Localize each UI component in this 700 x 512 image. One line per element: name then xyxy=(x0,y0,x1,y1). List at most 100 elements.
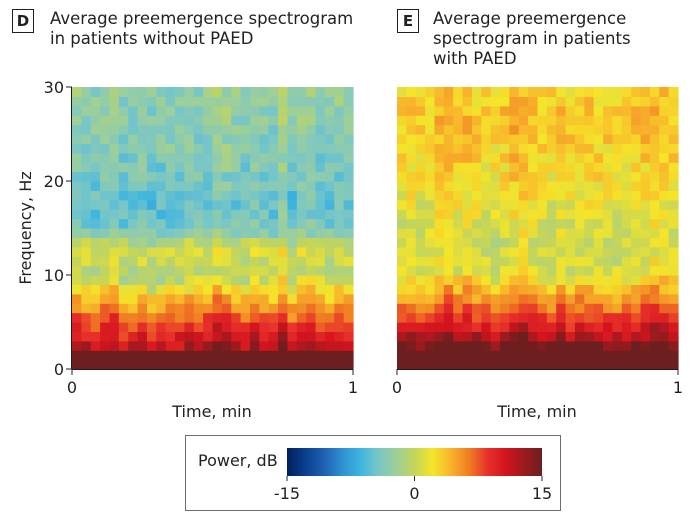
heatmap-cell xyxy=(90,275,101,285)
heatmap-cell xyxy=(668,265,679,276)
heatmap-cell xyxy=(546,228,557,238)
heatmap-cell xyxy=(481,303,492,314)
heatmap-cell xyxy=(490,209,501,220)
heatmap-cell xyxy=(631,340,642,351)
heatmap-cell xyxy=(90,152,101,163)
heatmap-cell xyxy=(481,105,492,116)
heatmap-cell xyxy=(490,350,501,361)
heatmap-cell xyxy=(434,87,445,97)
heatmap-cell xyxy=(509,237,520,248)
heatmap-cell xyxy=(415,190,426,201)
heatmap-cell xyxy=(612,152,623,163)
heatmap-cell xyxy=(193,293,204,304)
heatmap-cell xyxy=(334,171,345,182)
heatmap-cell xyxy=(668,359,679,370)
heatmap-cell xyxy=(621,152,632,163)
heatmap-cell xyxy=(306,87,317,97)
heatmap-cell xyxy=(118,134,129,144)
heatmap-cell xyxy=(593,218,604,229)
heatmap-cell xyxy=(259,312,270,323)
heatmap-cell xyxy=(490,162,501,173)
heatmap-cell xyxy=(593,331,604,342)
heatmap-cell xyxy=(146,143,157,154)
heatmap-cell xyxy=(425,199,436,210)
heatmap-cell xyxy=(306,162,317,173)
heatmap-cell xyxy=(649,359,660,370)
heatmap-cell xyxy=(315,312,326,323)
heatmap-cell xyxy=(268,87,279,97)
heatmap-cell xyxy=(287,275,298,285)
heatmap-cell xyxy=(518,152,529,163)
heatmap-cell xyxy=(221,237,232,248)
heatmap-cell xyxy=(406,115,417,126)
heatmap-cell xyxy=(306,124,317,135)
heatmap-cell xyxy=(343,312,354,323)
heatmap-cell xyxy=(81,152,92,163)
heatmap-cell xyxy=(240,350,251,361)
heatmap-cell xyxy=(175,293,185,304)
heatmap-cell xyxy=(315,256,326,267)
heatmap-cell xyxy=(509,152,520,163)
heatmap-cell xyxy=(490,190,501,201)
heatmap-cell xyxy=(212,340,223,351)
heatmap-cell xyxy=(296,237,307,248)
heatmap-cell xyxy=(109,256,120,267)
heatmap-cell xyxy=(425,115,436,126)
heatmap-cell xyxy=(137,340,148,351)
heatmap-cell xyxy=(537,218,548,229)
heatmap-cell xyxy=(453,331,464,342)
heatmap-cell xyxy=(203,312,214,323)
heatmap-cell xyxy=(278,218,289,229)
heatmap-cell xyxy=(603,312,614,323)
heatmap-cell xyxy=(175,284,185,295)
heatmap-cell xyxy=(415,134,426,144)
heatmap-cell xyxy=(100,181,111,191)
heatmap-cell xyxy=(287,124,298,135)
heatmap-cell xyxy=(584,265,595,276)
heatmap-cell xyxy=(443,143,454,154)
heatmap-cell xyxy=(296,303,307,314)
heatmap-cell xyxy=(259,124,270,135)
heatmap-cell xyxy=(184,152,195,163)
heatmap-cell xyxy=(481,228,492,238)
heatmap-cell xyxy=(81,340,92,351)
heatmap-cell xyxy=(221,87,232,97)
heatmap-cell xyxy=(415,340,426,351)
heatmap-cell xyxy=(90,87,101,97)
heatmap-cell xyxy=(415,284,426,295)
heatmap-cell xyxy=(72,162,82,173)
heatmap-cell xyxy=(659,275,670,285)
heatmap-cell xyxy=(315,143,326,154)
heatmap-cell xyxy=(603,340,614,351)
heatmap-cell xyxy=(659,350,670,361)
heatmap-cell xyxy=(593,181,604,191)
heatmap-cell xyxy=(221,256,232,267)
heatmap-cell xyxy=(546,331,557,342)
heatmap-cell xyxy=(537,265,548,276)
heatmap-cell xyxy=(221,331,232,342)
heatmap-cell xyxy=(278,152,289,163)
heatmap-cell xyxy=(500,265,510,276)
heatmap-cell xyxy=(453,265,464,276)
heatmap-cell xyxy=(287,105,298,116)
heatmap-cell xyxy=(268,340,279,351)
heatmap-cell xyxy=(343,199,354,210)
heatmap-cell xyxy=(621,312,632,323)
heatmap-cell xyxy=(268,246,279,257)
heatmap-cell xyxy=(128,275,139,285)
heatmap-cell xyxy=(537,105,548,116)
heatmap-cell xyxy=(565,162,576,173)
heatmap-cell xyxy=(212,105,223,116)
heatmap-cell xyxy=(296,124,307,135)
heatmap-cell xyxy=(556,284,567,295)
heatmap-cell xyxy=(518,322,529,332)
heatmap-cell xyxy=(165,312,176,323)
heatmap-cell xyxy=(128,96,139,107)
heatmap-cell xyxy=(165,275,176,285)
heatmap-cell xyxy=(481,199,492,210)
heatmap-cell xyxy=(565,190,576,201)
heatmap-cell xyxy=(593,228,604,238)
heatmap-cell xyxy=(593,199,604,210)
heatmap-cell xyxy=(649,199,660,210)
heatmap-cell xyxy=(406,162,417,173)
